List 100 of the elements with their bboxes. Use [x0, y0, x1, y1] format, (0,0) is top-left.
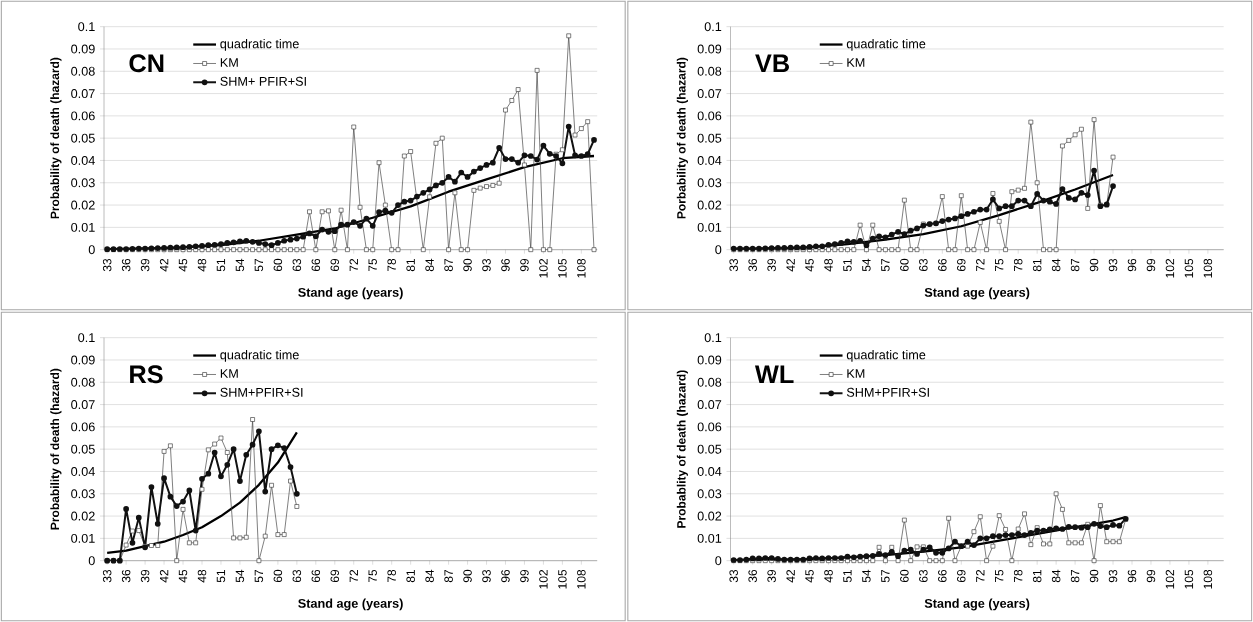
y-tick-label: 0.03: [697, 178, 722, 188]
y-tick-label: 0.07: [71, 400, 95, 410]
y-tick-label: 0.06: [71, 422, 95, 432]
x-tick-label: 54: [235, 258, 245, 272]
x-tick-label: 39: [140, 258, 150, 272]
x-tick-label: 75: [995, 258, 1004, 272]
x-axis-title: Stand age (years): [924, 287, 1030, 300]
x-tick-label: 54: [235, 569, 245, 583]
x-tick-label: 81: [406, 569, 415, 583]
x-tick-label: 36: [748, 258, 757, 272]
y-tick-label: 0.01: [697, 222, 722, 232]
x-tick-label: 78: [387, 258, 396, 272]
x-tick-label: 60: [273, 569, 283, 583]
y-tick-label: 0.03: [71, 489, 95, 499]
x-tick-label: 60: [900, 258, 909, 272]
x-tick-label: 48: [197, 258, 207, 272]
x-tick-label: 39: [767, 569, 776, 583]
x-tick-label: 51: [843, 258, 852, 272]
x-tick-label: 87: [1070, 569, 1080, 583]
x-tick-label: 93: [482, 258, 491, 272]
y-tick-label: 0.09: [697, 355, 722, 365]
y-tick-label: 0.08: [697, 377, 722, 387]
x-tick-label: 90: [463, 569, 472, 583]
y-tick-label: 0.08: [697, 66, 722, 76]
y-tick-label: 0.07: [697, 89, 722, 99]
legend-label: SHM+ PFIR+SI: [220, 76, 306, 86]
x-tick-label: 99: [1146, 569, 1156, 583]
x-axis-title: Stand age (years): [298, 598, 403, 611]
y-axis-title: Probablity of death (hazard): [676, 370, 688, 528]
x-tick-label: 78: [1013, 258, 1023, 272]
text: WL: [754, 365, 794, 383]
y-tick-label: 0.03: [71, 178, 95, 188]
x-tick-label: 45: [805, 569, 814, 583]
legend-label: KM: [220, 58, 238, 67]
y-tick-label: 0: [715, 245, 722, 255]
y-tick-label: 0.1: [78, 22, 95, 32]
x-tick-label: 108: [577, 258, 586, 278]
x-tick-label: 51: [216, 569, 226, 583]
x-tick-label: 93: [482, 569, 491, 583]
legend-label: KM: [847, 58, 865, 67]
x-tick-label: 57: [881, 569, 890, 583]
x-tick-label: 54: [862, 569, 871, 583]
x-tick-label: 60: [900, 569, 909, 583]
x-tick-label: 105: [558, 569, 567, 589]
x-tick-label: 102: [539, 258, 548, 278]
x-tick-label: 63: [919, 258, 928, 272]
y-tick-label: 0.01: [71, 222, 95, 232]
y-tick-label: 0.05: [71, 133, 95, 143]
x-tick-label: 48: [824, 258, 833, 272]
x-tick-label: 99: [1146, 258, 1156, 272]
x-tick-label: 42: [159, 569, 169, 583]
legend-label: SHM+PFIR+SI: [220, 387, 303, 397]
y-tick-label: 0.1: [704, 333, 722, 343]
x-tick-label: 36: [748, 569, 757, 583]
x-tick-label: 105: [1184, 258, 1194, 278]
x-tick-label: 75: [368, 258, 377, 272]
x-tick-label: 87: [444, 258, 453, 272]
x-tick-label: 42: [786, 258, 795, 272]
x-tick-label: 66: [938, 569, 947, 583]
y-tick-label: 0.01: [71, 533, 95, 543]
x-tick-label: 99: [520, 569, 529, 583]
x-tick-label: 39: [767, 258, 776, 272]
y-tick-label: 0: [88, 556, 95, 566]
x-tick-label: 72: [349, 258, 358, 272]
x-tick-label: 72: [976, 569, 985, 583]
x-tick-label: 36: [121, 258, 131, 272]
legend-label: KM: [220, 369, 238, 378]
y-tick-label: 0.08: [71, 377, 95, 387]
x-tick-label: 57: [881, 258, 890, 272]
x-tick-label: 108: [577, 569, 586, 589]
x-tick-label: 69: [330, 258, 340, 272]
y-tick-label: 0.02: [71, 511, 95, 521]
legend-label: quadratic time: [846, 38, 926, 51]
legend-label: SHM+PFIR+SI: [846, 387, 929, 397]
x-tick-label: 45: [805, 258, 814, 272]
text: RS: [130, 365, 163, 384]
y-tick-label: 0: [715, 556, 722, 566]
y-tick-label: 0.05: [697, 133, 722, 143]
y-tick-label: 0.04: [697, 155, 722, 165]
y-axis-title: Probability of death (hazard): [50, 57, 62, 219]
x-tick-label: 45: [178, 569, 188, 583]
x-tick-label: 99: [520, 258, 529, 272]
y-tick-label: 0.06: [697, 422, 722, 432]
text: VB: [755, 54, 789, 72]
y-tick-label: 0.1: [704, 22, 722, 32]
x-tick-label: 75: [995, 569, 1004, 583]
x-tick-label: 84: [1051, 258, 1061, 272]
y-tick-label: 0.02: [697, 200, 722, 210]
y-tick-label: 0.04: [697, 466, 722, 476]
legend-label: quadratic time: [846, 349, 926, 362]
x-tick-label: 105: [558, 258, 567, 278]
y-axis-title: Probability of death (hazard): [50, 368, 62, 530]
x-tick-label: 87: [444, 569, 453, 583]
y-tick-label: 0.02: [697, 511, 722, 521]
x-tick-label: 66: [938, 258, 947, 272]
y-tick-label: 0.09: [697, 44, 722, 54]
x-tick-label: 78: [1013, 569, 1023, 583]
x-tick-label: 81: [406, 258, 415, 272]
x-tick-label: 84: [1051, 569, 1061, 583]
x-tick-label: 33: [102, 258, 112, 272]
